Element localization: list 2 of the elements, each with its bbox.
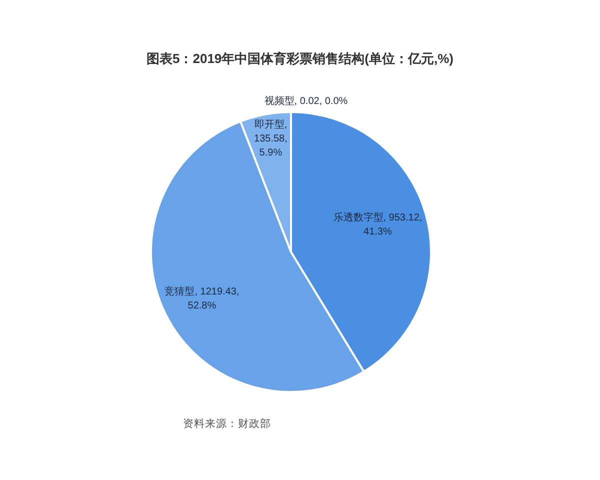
annotation: 资料来源：财政部 <box>183 418 271 430</box>
title: 图表5：2019年中国体育彩票销售结构(单位：亿元,%) <box>146 51 454 66</box>
